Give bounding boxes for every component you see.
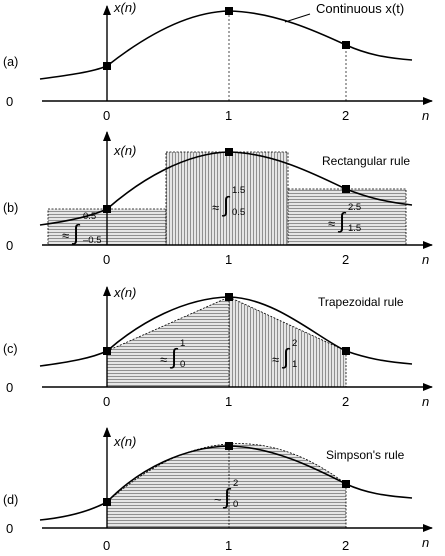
panel-label: (d) xyxy=(3,493,18,507)
integral-approx: ≈ ∫ 0.5 –0.5 xyxy=(62,211,102,246)
panel-d: ~ ∫ 2 0 Simpson's rule x(n) n (d) 0 0 1 … xyxy=(3,427,433,553)
y-axis-label: x(n) xyxy=(113,285,136,300)
method-title: Simpson's rule xyxy=(326,448,405,462)
panel-label: (b) xyxy=(3,201,18,215)
tick-label-2: 2 xyxy=(342,538,349,553)
sample-marker xyxy=(103,347,111,355)
sample-marker xyxy=(225,7,233,15)
trapezoid-edge xyxy=(228,296,347,352)
y-axis-label: x(n) xyxy=(113,0,136,15)
approx-symbol: ≈ xyxy=(328,216,335,231)
rectangle-strip xyxy=(287,188,407,246)
x-axis-label: n xyxy=(422,252,429,267)
sample-marker xyxy=(342,185,350,193)
sample-marker xyxy=(342,480,350,488)
tick-label-0: 0 xyxy=(103,108,110,123)
trapezoid-strip xyxy=(229,297,346,387)
tick-label-1: 1 xyxy=(225,252,232,267)
integral-sign-icon: ∫ xyxy=(221,192,231,217)
lower-limit: 0 xyxy=(180,359,185,370)
sample-marker xyxy=(225,442,233,450)
tick-label-1: 1 xyxy=(225,108,232,123)
sample-marker xyxy=(103,62,111,70)
tick-label-0: 0 xyxy=(103,252,110,267)
upper-limit: 1.5 xyxy=(232,185,245,196)
panel-b: ≈ ∫ 0.5 –0.5 ≈ ∫ 1.5 0.5 ≈ ∫ 2.5 1.5 Rec… xyxy=(3,131,433,267)
lower-limit: 1 xyxy=(292,359,297,370)
panel-label: (c) xyxy=(3,342,18,356)
trapezoid-strip xyxy=(107,297,229,387)
tick-label-1: 1 xyxy=(225,538,232,553)
integral-approx: ~ ∫ 2 0 xyxy=(214,478,238,510)
approx-symbol: ≈ xyxy=(212,200,219,215)
sample-marker xyxy=(225,293,233,301)
approx-symbol: ~ xyxy=(214,492,222,507)
sample-marker xyxy=(103,205,111,213)
upper-limit: 2 xyxy=(292,338,297,349)
lower-limit: 0.5 xyxy=(232,207,245,218)
integral-sign-icon: ∫ xyxy=(281,344,291,369)
tick-label-0: 0 xyxy=(103,394,110,409)
integral-approx: ≈ ∫ 2 1 xyxy=(272,338,297,370)
integral-sign-icon: ∫ xyxy=(169,344,179,369)
tick-label-2: 2 xyxy=(342,394,349,409)
x-axis-label: n xyxy=(422,108,429,123)
trapezoid-edge xyxy=(106,296,230,352)
integral-approx: ≈ ∫ 1 0 xyxy=(160,338,185,370)
upper-limit: 2 xyxy=(233,478,238,489)
panel-c: ≈ ∫ 1 0 ≈ ∫ 2 1 Trapezoidal rule x(n) n … xyxy=(3,285,433,409)
panel-a: Continuous x(t) x(n) n (a) 0 0 1 2 xyxy=(3,0,433,123)
approx-symbol: ≈ xyxy=(62,228,69,243)
lower-limit: 0 xyxy=(233,499,238,510)
origin-label: 0 xyxy=(6,380,13,395)
continuous-curve xyxy=(39,10,413,80)
sample-marker xyxy=(342,41,350,49)
method-title: Rectangular rule xyxy=(322,154,410,168)
integral-sign-icon: ∫ xyxy=(222,484,232,509)
tick-label-2: 2 xyxy=(342,108,349,123)
x-axis-label: n xyxy=(422,535,429,550)
annotation-leader xyxy=(284,13,311,23)
sample-marker xyxy=(342,347,350,355)
approx-symbol: ≈ xyxy=(160,352,167,367)
upper-limit: 1 xyxy=(180,338,185,349)
simpson-area xyxy=(107,443,346,528)
integral-sign-icon: ∫ xyxy=(337,208,347,233)
upper-limit: 0.5 xyxy=(83,211,96,222)
parabola-fit xyxy=(106,443,347,503)
origin-label: 0 xyxy=(6,238,13,253)
x-axis-label: n xyxy=(422,394,429,409)
rectangle-strip xyxy=(165,151,289,246)
method-title: Trapezoidal rule xyxy=(318,295,404,309)
sample-marker xyxy=(225,148,233,156)
y-axis-label: x(n) xyxy=(113,434,136,449)
origin-label: 0 xyxy=(6,94,13,109)
tick-label-0: 0 xyxy=(103,538,110,553)
lower-limit: –0.5 xyxy=(83,235,102,246)
y-axis-label: x(n) xyxy=(113,143,136,158)
upper-limit: 2.5 xyxy=(348,202,361,213)
integral-approx: ≈ ∫ 1.5 0.5 xyxy=(212,185,245,218)
origin-label: 0 xyxy=(6,521,13,536)
lower-limit: 1.5 xyxy=(348,223,361,234)
tick-label-2: 2 xyxy=(342,252,349,267)
panel-label: (a) xyxy=(3,55,18,69)
annotation-text: Continuous x(t) xyxy=(316,1,404,16)
sample-marker xyxy=(103,498,111,506)
tick-label-1: 1 xyxy=(225,394,232,409)
integral-sign-icon: ∫ xyxy=(71,220,81,245)
approx-symbol: ≈ xyxy=(272,352,279,367)
integral-approx: ≈ ∫ 2.5 1.5 xyxy=(328,202,361,234)
